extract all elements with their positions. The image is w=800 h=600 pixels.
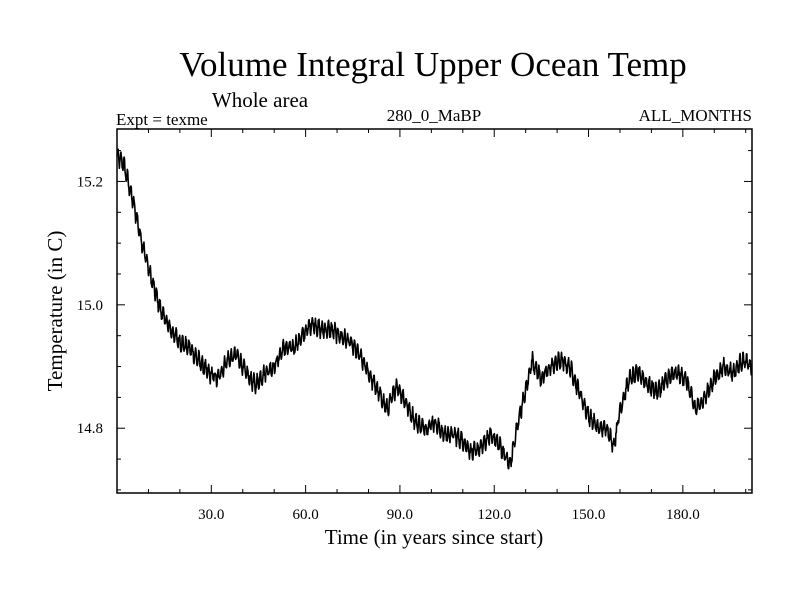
y-tick-label: 14.8: [77, 421, 103, 437]
x-tick-label: 120.0: [477, 507, 511, 523]
y-tick-label: 15.2: [77, 174, 103, 190]
y-axis-ticks: 14.8 15.0 15.2: [77, 150, 752, 491]
y-tick-label: 15.0: [77, 298, 103, 314]
x-tick-label: 60.0: [292, 507, 318, 523]
chart-title: Volume Integral Upper Ocean Temp: [179, 45, 686, 84]
chart-subtitle: Whole area: [212, 88, 309, 112]
series-line: [116, 148, 753, 470]
experiment-label: Expt = texme: [116, 110, 208, 129]
series-layer: [116, 148, 753, 470]
y-axis-label: Temperature (in C): [43, 231, 67, 392]
run-label: 280_0_MaBP: [387, 106, 481, 125]
x-tick-label: 90.0: [387, 507, 413, 523]
x-tick-label: 30.0: [198, 507, 224, 523]
x-axis-label: Time (in years since start): [325, 525, 544, 549]
plot-frame: [116, 128, 753, 494]
x-axis-ticks: 30.0 60.0 90.0 120.0 150.0 180.0: [147, 129, 747, 523]
months-label: ALL_MONTHS: [639, 106, 752, 125]
x-tick-label: 150.0: [572, 507, 606, 523]
x-tick-label: 180.0: [666, 507, 700, 523]
